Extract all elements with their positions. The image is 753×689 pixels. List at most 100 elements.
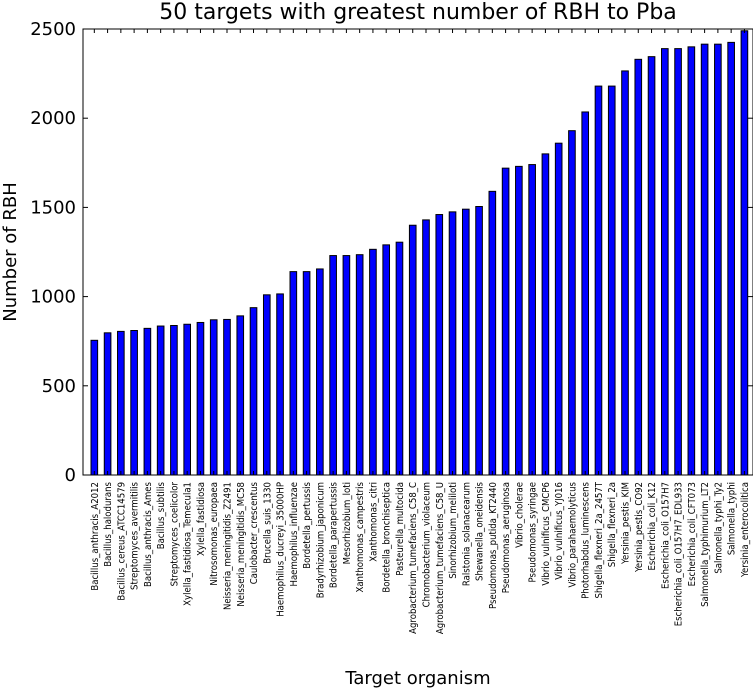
- bar: [276, 293, 284, 476]
- bar: [302, 271, 311, 476]
- bar: [196, 321, 205, 476]
- x-tick-label: Bacillus_subtilis: [156, 481, 167, 549]
- x-axis-label: Target organism: [344, 668, 490, 689]
- x-tick-label: Xylella_fastidiosa_Temecula1: [183, 482, 194, 606]
- x-tick-label: Xylella_fastidiosa: [196, 482, 207, 556]
- bar: [727, 41, 735, 476]
- x-tick-label: Bacillus_cereus_ATCC14579: [116, 482, 127, 601]
- bar: [435, 214, 444, 476]
- bar: [674, 48, 682, 476]
- x-tick-label: Bradyrhizobium_japonicum: [315, 482, 326, 598]
- bar: [395, 241, 404, 476]
- x-tick-label: Yersinia_enterocolitica: [740, 482, 751, 578]
- bar: [117, 330, 125, 476]
- bars-group: [90, 30, 749, 476]
- bar: [422, 219, 430, 476]
- bar: [342, 255, 351, 476]
- x-tick-label: Neisseria_meningitidis_Z2491: [222, 482, 233, 610]
- bar: [554, 142, 563, 476]
- x-tick-label: Bacillus_anthracis_A2012: [90, 482, 101, 591]
- y-tick-label: 1000: [30, 287, 76, 308]
- x-tick-label: Streptomyces_coelicolor: [169, 482, 180, 587]
- bar: [156, 325, 165, 476]
- bar: [621, 70, 629, 476]
- x-tick-label: Vibrio_cholerae: [514, 482, 525, 548]
- x-tick-label: Mesorhizobium_loti: [342, 482, 353, 564]
- x-tick-label: Escherichia_coli_K12: [647, 482, 658, 571]
- x-tick-label: Haemophilus_influenzae: [289, 482, 300, 586]
- bar: [103, 332, 112, 476]
- bar: [607, 85, 616, 476]
- x-tick-label: Escherichia_coli_O157H7_EDL933: [674, 482, 685, 626]
- x-tick-label: Xanthomonas_campestris: [355, 481, 366, 592]
- x-tick-label: Vibrio_parahaemolyticus: [567, 481, 578, 587]
- bar: [262, 294, 271, 476]
- bar: [236, 315, 245, 476]
- x-tick-label: Bacillus_halodurans: [103, 481, 114, 566]
- y-axis-label: Number of RBH: [0, 182, 21, 322]
- x-tick-label: Bordetella_pertussis: [302, 481, 313, 568]
- x-tick-label: Xanthomonas_citri: [368, 482, 379, 562]
- bar: [448, 211, 457, 476]
- y-tick-label: 1500: [30, 197, 76, 218]
- bar: [541, 153, 550, 476]
- bar: [475, 206, 483, 476]
- x-tick-label: Pasteurella_multocida: [395, 482, 406, 576]
- x-tick-label: Bordetella_parapertussis: [329, 481, 340, 588]
- bar: [461, 208, 470, 476]
- chart-title: 50 targets with greatest number of RBH t…: [159, 0, 677, 25]
- x-tick-label: Sinorhizobium_meliloti: [448, 482, 459, 579]
- bar: [329, 255, 337, 476]
- bar: [90, 339, 99, 476]
- bar: [369, 248, 377, 476]
- bar: [382, 244, 391, 476]
- x-tick-label: Agrobacterium_tumefaciens_C58_C: [408, 482, 419, 634]
- x-tick-label: Agrobacterium_tumefaciens_C58_U: [435, 482, 446, 634]
- bar: [740, 30, 749, 476]
- x-tick-label: Salmonella_typhi_Ty2: [713, 482, 724, 574]
- bar: [581, 111, 590, 476]
- bar: [687, 46, 696, 476]
- x-tick-label: Neisseria_meningitidis_MC58: [236, 482, 247, 607]
- bar: [700, 43, 709, 476]
- x-tick-label: Salmonella_typhi: [727, 482, 738, 555]
- y-tick-label: 2000: [30, 108, 76, 129]
- bar: [501, 167, 510, 476]
- x-tick-label: Shewanella_oneidensis: [475, 481, 486, 580]
- bar: [661, 48, 669, 476]
- bar: [647, 56, 656, 476]
- y-tick-label: 0: [65, 465, 76, 486]
- y-tick-label: 500: [42, 376, 76, 397]
- bar: [634, 58, 643, 476]
- bar: [515, 165, 523, 476]
- x-tick-label: Yersinia_pestis_KIM: [621, 482, 632, 565]
- x-tick-label: Escherichia_coli_O157H7: [660, 482, 671, 589]
- x-tick-label: Pseudomonas_syringae: [528, 482, 539, 582]
- bar: [408, 224, 417, 476]
- bar: [209, 319, 218, 476]
- x-tick-label: Chromobacterium_violaceum: [422, 482, 433, 607]
- x-tick-label: Caulobacter_crescentus: [249, 481, 260, 584]
- plot-frame: [82, 28, 753, 476]
- x-axis: Bacillus_anthracis_A2012 Bacillus_halodur…: [90, 29, 751, 634]
- x-tick-label: Ralstonia_solanacearum: [461, 482, 472, 586]
- x-tick-label: Nitrosomonas_europaea: [209, 482, 220, 586]
- x-tick-label: Photorhabdus_luminescens: [581, 481, 592, 598]
- x-tick-label: Pseudomonas_aeruginosa: [501, 482, 512, 593]
- x-tick-label: Shigella_flexneri_2a: [607, 482, 618, 567]
- bar: [249, 307, 258, 476]
- bar: [289, 271, 298, 476]
- x-tick-label: Escherichia_coli_CFT073: [687, 482, 698, 586]
- x-tick-label: Brucella_suis_1330: [262, 482, 273, 564]
- x-tick-label: Salmonella_typhimurium_LT2: [700, 482, 711, 607]
- x-tick-label: Bordetella_bronchiseptica: [382, 482, 393, 593]
- bar: [223, 318, 231, 476]
- x-tick-label: Vibrio_vulnificus_CMCP6: [541, 482, 552, 586]
- x-tick-label: Shigella_flexneri_2a_2457T: [594, 481, 605, 598]
- x-tick-label: Yersinia_pestis_CO92: [634, 482, 645, 573]
- x-tick-label: Vibrio_vulnificus_YJ016: [554, 482, 565, 580]
- bar: [316, 268, 324, 476]
- bar: [143, 327, 152, 476]
- x-tick-label: Haemophilus_ducreyi_35000HP: [276, 482, 287, 617]
